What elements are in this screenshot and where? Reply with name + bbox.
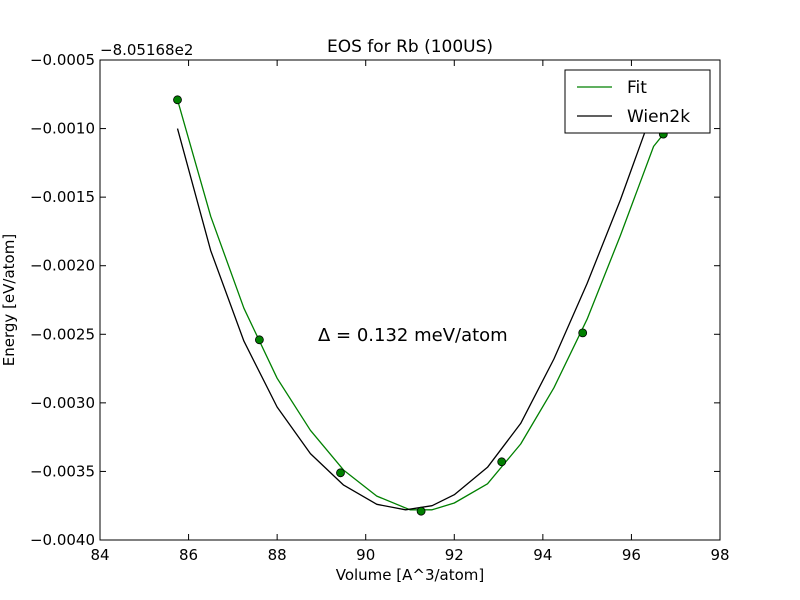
- y-tick-label: −0.0010: [30, 120, 95, 138]
- data-point: [336, 468, 345, 478]
- x-tick-label: 92: [445, 546, 464, 564]
- data-point: [254, 335, 264, 345]
- x-tick-label: 90: [356, 546, 375, 564]
- y-tick-label: −0.0030: [30, 394, 95, 412]
- data-point: [497, 457, 507, 467]
- x-tick-label: 98: [710, 546, 729, 564]
- x-axis: 84 86 88 90 92 94 96 98: [90, 60, 730, 564]
- delta-annotation: Δ = 0.132 meV/atom: [318, 325, 508, 346]
- data-points: [173, 95, 668, 516]
- y-axis: −0.0005 −0.0010 −0.0015 −0.0020 −0.0025 −0.00…: [30, 51, 720, 549]
- x-axis-label: Volume [A^3/atom]: [336, 566, 485, 584]
- legend: Fit Wien2k: [564, 69, 711, 134]
- y-tick-label: −0.0035: [30, 462, 95, 480]
- y-tick-label: −0.0025: [30, 325, 95, 343]
- y-tick-label: −0.0015: [30, 188, 95, 206]
- chart-title: EOS for Rb (100US): [327, 37, 493, 57]
- series-line-fit: [176, 99, 666, 511]
- legend-box: [564, 69, 711, 134]
- x-tick-label: 88: [268, 546, 287, 564]
- x-tick-label: 86: [179, 546, 198, 564]
- y-tick-label: −0.0005: [30, 51, 95, 69]
- series-layer: [176, 70, 666, 511]
- y-tick-label: −0.0040: [30, 531, 95, 549]
- legend-label-wien2k: Wien2k: [627, 107, 690, 127]
- y-offset-label: −8.05168e2: [100, 41, 193, 59]
- x-tick-label: 94: [533, 546, 552, 564]
- y-axis-label: Energy [eV/atom]: [0, 234, 18, 366]
- plot-frame: [99, 59, 721, 541]
- data-point: [578, 328, 588, 338]
- legend-label-fit: Fit: [627, 78, 647, 98]
- series-line-wien2k: [176, 70, 666, 511]
- data-point: [416, 506, 426, 516]
- x-tick-label: 96: [622, 546, 641, 564]
- data-point: [173, 95, 182, 105]
- x-tick-label: 84: [90, 546, 109, 564]
- y-tick-label: −0.0020: [30, 257, 95, 275]
